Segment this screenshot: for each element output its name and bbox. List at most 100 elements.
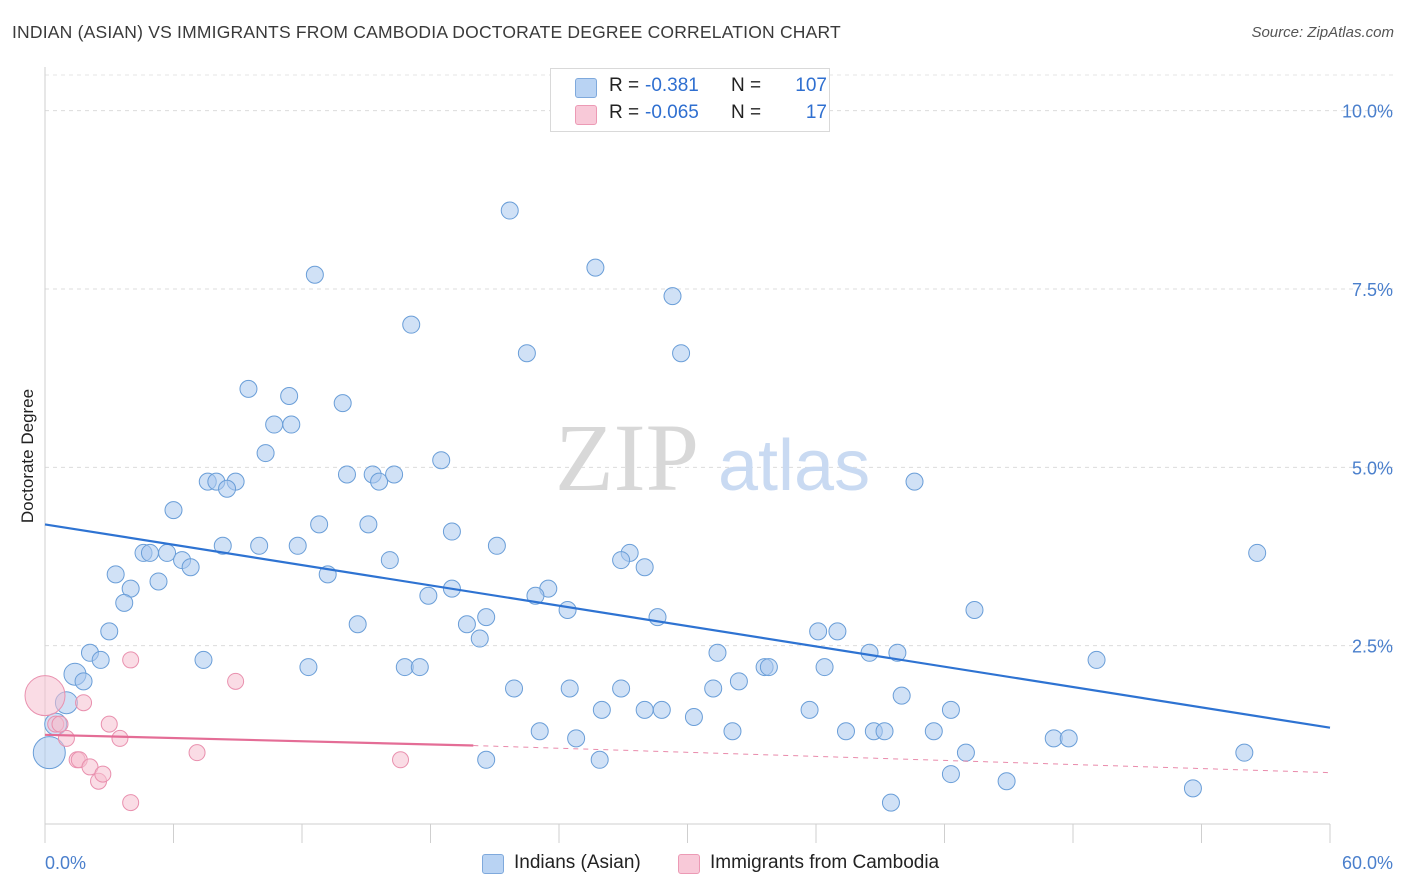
watermark-zip: ZIP	[555, 404, 699, 511]
data-point-indians	[723, 722, 742, 741]
data-point-indians	[635, 558, 654, 577]
source-credit: Source: ZipAtlas.com	[1251, 24, 1394, 41]
series-indians-asian	[32, 201, 1267, 812]
data-point-indians	[348, 615, 367, 634]
data-point-indians	[337, 465, 356, 484]
trend-line-indians	[44, 523, 1331, 729]
data-point-indians	[280, 387, 299, 405]
data-point-indians	[505, 679, 524, 698]
data-point-indians	[256, 444, 275, 463]
data-point-indians	[965, 601, 984, 619]
data-point-indians	[836, 722, 855, 741]
data-point-indians	[500, 201, 519, 220]
legend-n-label: N =	[731, 102, 762, 123]
series-immigrants-cambodia	[24, 651, 410, 812]
legend-n-label: N =	[731, 75, 762, 96]
data-point-indians	[457, 615, 476, 634]
y-tick-label: 10.0%	[1342, 102, 1393, 122]
x-tick-label: 60.0%	[1342, 853, 1393, 873]
data-point-cambodia	[188, 744, 206, 762]
data-point-indians	[567, 729, 586, 748]
data-point-indians	[517, 344, 536, 363]
data-point-indians	[560, 679, 579, 698]
data-point-indians	[888, 643, 907, 662]
data-point-cambodia	[81, 758, 99, 776]
data-point-indians	[115, 593, 134, 612]
data-point-indians	[729, 672, 748, 691]
data-point-cambodia	[392, 751, 410, 769]
data-point-indians	[828, 622, 847, 641]
legend-n-value: 107	[795, 75, 827, 96]
bottom-legend-swatch-pink	[678, 854, 700, 874]
data-point-indians	[875, 722, 894, 741]
data-point-indians	[956, 743, 975, 762]
data-point-indians	[419, 586, 438, 605]
data-point-indians	[149, 572, 168, 591]
bottom-legend-swatch-blue	[482, 854, 504, 874]
grid-lines	[45, 74, 1393, 647]
data-point-indians	[370, 472, 389, 491]
bottom-legend-label-indians: Indians (Asian)	[514, 852, 641, 873]
chart-title: INDIAN (ASIAN) VS IMMIGRANTS FROM CAMBOD…	[12, 22, 841, 42]
data-point-indians	[759, 658, 778, 677]
data-point-indians	[410, 658, 429, 677]
data-point-cambodia	[51, 715, 69, 733]
legend-swatch-pink	[575, 105, 597, 125]
y-axis-title: Doctorate Degree	[18, 389, 37, 523]
data-point-indians	[881, 793, 900, 812]
watermark-atlas: atlas	[718, 426, 870, 506]
data-point-indians	[359, 515, 378, 534]
data-point-cambodia	[57, 729, 75, 747]
data-point-indians	[905, 472, 924, 491]
y-tick-label: 2.5%	[1352, 637, 1393, 657]
data-point-indians	[672, 344, 691, 363]
data-point-indians	[997, 772, 1016, 791]
data-point-indians	[213, 536, 232, 555]
data-point-indians	[299, 658, 318, 677]
data-point-indians	[333, 394, 352, 413]
watermark: ZIP atlas	[555, 404, 870, 511]
data-point-indians	[282, 415, 301, 434]
data-point-cambodia	[75, 694, 93, 712]
data-point-indians	[635, 700, 654, 719]
data-point-indians	[250, 536, 269, 555]
data-point-indians	[288, 536, 307, 555]
trend-line-cambodia-extension	[473, 745, 1331, 774]
data-point-indians	[612, 551, 631, 570]
data-point-indians	[385, 465, 404, 484]
trend-lines	[44, 523, 1331, 774]
data-point-indians	[684, 708, 703, 726]
y-tick-label: 5.0%	[1352, 458, 1393, 478]
data-point-indians	[106, 565, 125, 584]
correlation-legend: R = -0.381 N = 107 R = -0.065 N = 17	[550, 68, 830, 132]
data-point-indians	[477, 750, 496, 769]
tick-labels: 10.0% 7.5% 5.0% 2.5% 0.0% 60.0%	[45, 102, 1393, 873]
data-point-indians	[800, 700, 819, 719]
data-point-indians	[941, 700, 960, 719]
y-tick-label: 7.5%	[1352, 280, 1393, 300]
data-point-indians	[239, 379, 258, 398]
data-point-cambodia	[100, 715, 118, 733]
data-point-indians	[487, 536, 506, 555]
data-point-indians	[590, 750, 609, 769]
data-point-indians	[442, 522, 461, 541]
legend-r-value: -0.065	[645, 102, 699, 123]
data-point-indians	[395, 658, 414, 677]
data-point-indians	[402, 315, 421, 334]
data-point-indians	[100, 622, 119, 641]
data-point-indians	[1059, 729, 1078, 748]
data-point-indians	[91, 650, 110, 669]
data-point-indians	[586, 258, 605, 277]
data-point-indians	[708, 643, 727, 662]
data-point-indians	[1248, 543, 1267, 562]
legend-r-value: -0.381	[645, 75, 699, 96]
data-point-indians	[181, 558, 200, 577]
data-point-indians	[218, 479, 237, 498]
data-point-indians	[1087, 650, 1106, 669]
legend-n-value: 17	[805, 102, 827, 123]
data-point-indians	[305, 265, 324, 284]
data-point-indians	[194, 650, 213, 669]
legend-r-label: R =	[609, 102, 640, 123]
data-point-indians	[809, 622, 828, 641]
data-point-indians	[892, 686, 911, 705]
